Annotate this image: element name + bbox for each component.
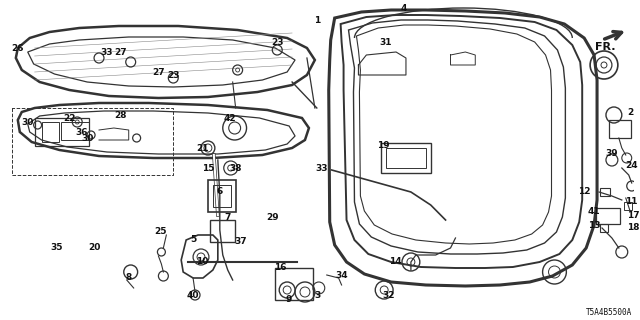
Text: 14: 14 xyxy=(388,258,401,267)
Bar xyxy=(609,120,630,138)
Bar xyxy=(596,208,620,224)
Text: 40: 40 xyxy=(187,291,199,300)
Text: FR.: FR. xyxy=(595,42,616,52)
Text: 11: 11 xyxy=(625,197,638,206)
Bar xyxy=(600,188,610,196)
Text: 8: 8 xyxy=(125,274,132,283)
Bar xyxy=(624,202,632,210)
Text: 26: 26 xyxy=(12,44,24,52)
Bar xyxy=(381,143,431,173)
Bar xyxy=(213,185,230,207)
Bar xyxy=(600,224,608,232)
Text: 10: 10 xyxy=(196,258,208,267)
Text: 33: 33 xyxy=(316,164,328,172)
Text: 24: 24 xyxy=(625,161,638,170)
Text: 33: 33 xyxy=(100,47,113,57)
Bar xyxy=(42,122,60,142)
Text: 25: 25 xyxy=(154,228,166,236)
Text: 28: 28 xyxy=(115,110,127,119)
Text: 42: 42 xyxy=(223,114,236,123)
Text: 27: 27 xyxy=(115,47,127,57)
Text: 18: 18 xyxy=(627,223,640,233)
Bar xyxy=(208,180,236,212)
Text: 31: 31 xyxy=(379,37,392,46)
Text: 30: 30 xyxy=(81,133,93,142)
Text: 34: 34 xyxy=(335,270,348,279)
Text: 20: 20 xyxy=(88,244,100,252)
Text: 2: 2 xyxy=(628,108,634,116)
Bar xyxy=(61,122,89,140)
Text: 13: 13 xyxy=(588,220,600,229)
Text: 5: 5 xyxy=(190,236,196,244)
Text: 1: 1 xyxy=(314,15,320,25)
Text: 29: 29 xyxy=(266,213,278,222)
Text: 3: 3 xyxy=(315,291,321,300)
Text: 9: 9 xyxy=(286,295,292,305)
Text: 19: 19 xyxy=(377,140,390,149)
Text: 38: 38 xyxy=(229,164,242,172)
Text: 4: 4 xyxy=(401,4,407,12)
Text: 16: 16 xyxy=(274,263,287,273)
Text: 35: 35 xyxy=(50,244,63,252)
Text: 22: 22 xyxy=(63,114,76,123)
Text: 15: 15 xyxy=(202,164,214,172)
Text: 30: 30 xyxy=(22,117,34,126)
Text: 7: 7 xyxy=(225,213,231,222)
Bar xyxy=(210,220,235,242)
Text: 12: 12 xyxy=(578,188,591,196)
Text: 41: 41 xyxy=(588,207,600,217)
Text: 37: 37 xyxy=(234,237,247,246)
Text: 23: 23 xyxy=(271,37,284,46)
Text: T5A4B5500A: T5A4B5500A xyxy=(586,308,632,317)
Text: 36: 36 xyxy=(75,127,88,137)
Text: 27: 27 xyxy=(152,68,164,76)
Text: 39: 39 xyxy=(605,148,618,157)
Bar xyxy=(386,148,426,168)
Bar xyxy=(35,118,89,146)
Text: 23: 23 xyxy=(167,70,180,79)
Text: 32: 32 xyxy=(383,291,396,300)
Text: 21: 21 xyxy=(196,143,209,153)
Bar xyxy=(275,268,313,300)
Text: 6: 6 xyxy=(217,188,223,196)
Text: 17: 17 xyxy=(627,211,640,220)
